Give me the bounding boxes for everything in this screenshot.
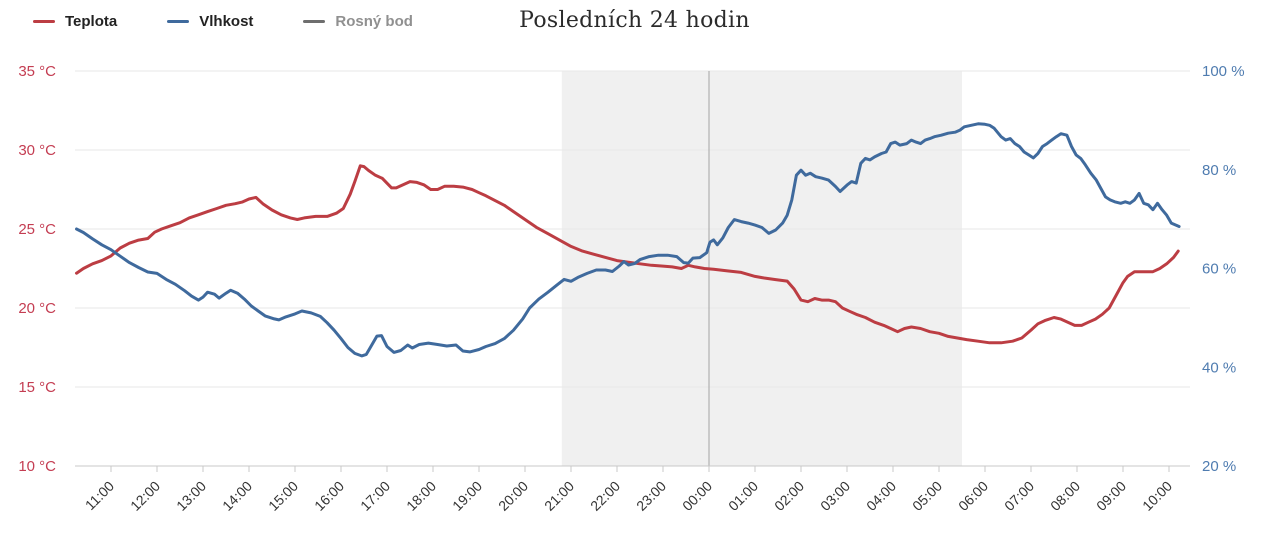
x-tick-label: 11:00 <box>82 478 118 514</box>
legend-item-vlhkost[interactable]: Vlhkost <box>167 13 253 30</box>
legend-label: Rosný bod <box>335 13 413 30</box>
legend-label: Vlhkost <box>199 13 254 30</box>
dewpoint-line-swatch-icon <box>303 20 326 23</box>
x-tick-label: 09:00 <box>1093 478 1129 514</box>
y-axis-right-label: 60 % <box>1202 261 1236 278</box>
x-tick-label: 21:00 <box>541 478 577 514</box>
x-tick-label: 04:00 <box>863 478 899 514</box>
x-tick-label: 06:00 <box>955 478 991 514</box>
chart-legend: Teplota Vlhkost Rosný bod <box>33 13 413 30</box>
x-tick-label: 03:00 <box>817 478 853 514</box>
legend-label: Teplota <box>65 13 118 30</box>
x-tick-label: 02:00 <box>771 478 807 514</box>
x-tick-label: 15:00 <box>265 478 301 514</box>
legend-item-teplota[interactable]: Teplota <box>33 13 117 30</box>
night-plot-band <box>561 71 962 466</box>
chart-title: Posledních 24 hodin <box>519 8 750 33</box>
x-tick-label: 20:00 <box>495 478 531 514</box>
y-axis-right-label: 20 % <box>1202 458 1236 475</box>
humidity-line <box>75 122 1181 358</box>
y-axis-right-label: 80 % <box>1202 162 1236 179</box>
x-tick-label: 08:00 <box>1047 478 1083 514</box>
x-tick-label: 14:00 <box>219 478 255 514</box>
x-tick-label: 23:00 <box>633 478 669 514</box>
x-tick-label: 17:00 <box>357 478 393 514</box>
x-tick-label: 07:00 <box>1001 478 1037 514</box>
y-axis-left-label: 15 °C <box>18 379 56 396</box>
y-axis-left-label: 30 °C <box>18 142 56 159</box>
x-tick-label: 12:00 <box>127 478 163 514</box>
x-tick-label: 19:00 <box>449 478 485 514</box>
legend-item-rosny-bod[interactable]: Rosný bod <box>303 13 413 30</box>
x-tick-label: 05:00 <box>909 478 945 514</box>
y-axis-left-label: 20 °C <box>18 300 56 317</box>
x-tick-label: 16:00 <box>311 478 347 514</box>
y-axis-left-label: 10 °C <box>18 458 56 475</box>
y-axis-right-label: 40 % <box>1202 359 1236 376</box>
y-axis-left-label: 35 °C <box>18 63 56 80</box>
x-tick-label: 10:00 <box>1139 478 1175 514</box>
x-tick-label: 01:00 <box>725 478 761 514</box>
humidity-line-swatch-icon <box>167 20 190 23</box>
x-tick-label: 22:00 <box>587 478 623 514</box>
temperature-line-swatch-icon <box>33 20 55 23</box>
x-tick-label: 18:00 <box>403 478 439 514</box>
x-tick-label: 13:00 <box>173 478 209 514</box>
y-axis-left-label: 25 °C <box>18 221 56 238</box>
y-axis-right-label: 100 % <box>1202 63 1245 80</box>
x-tick-label: 00:00 <box>679 478 715 514</box>
